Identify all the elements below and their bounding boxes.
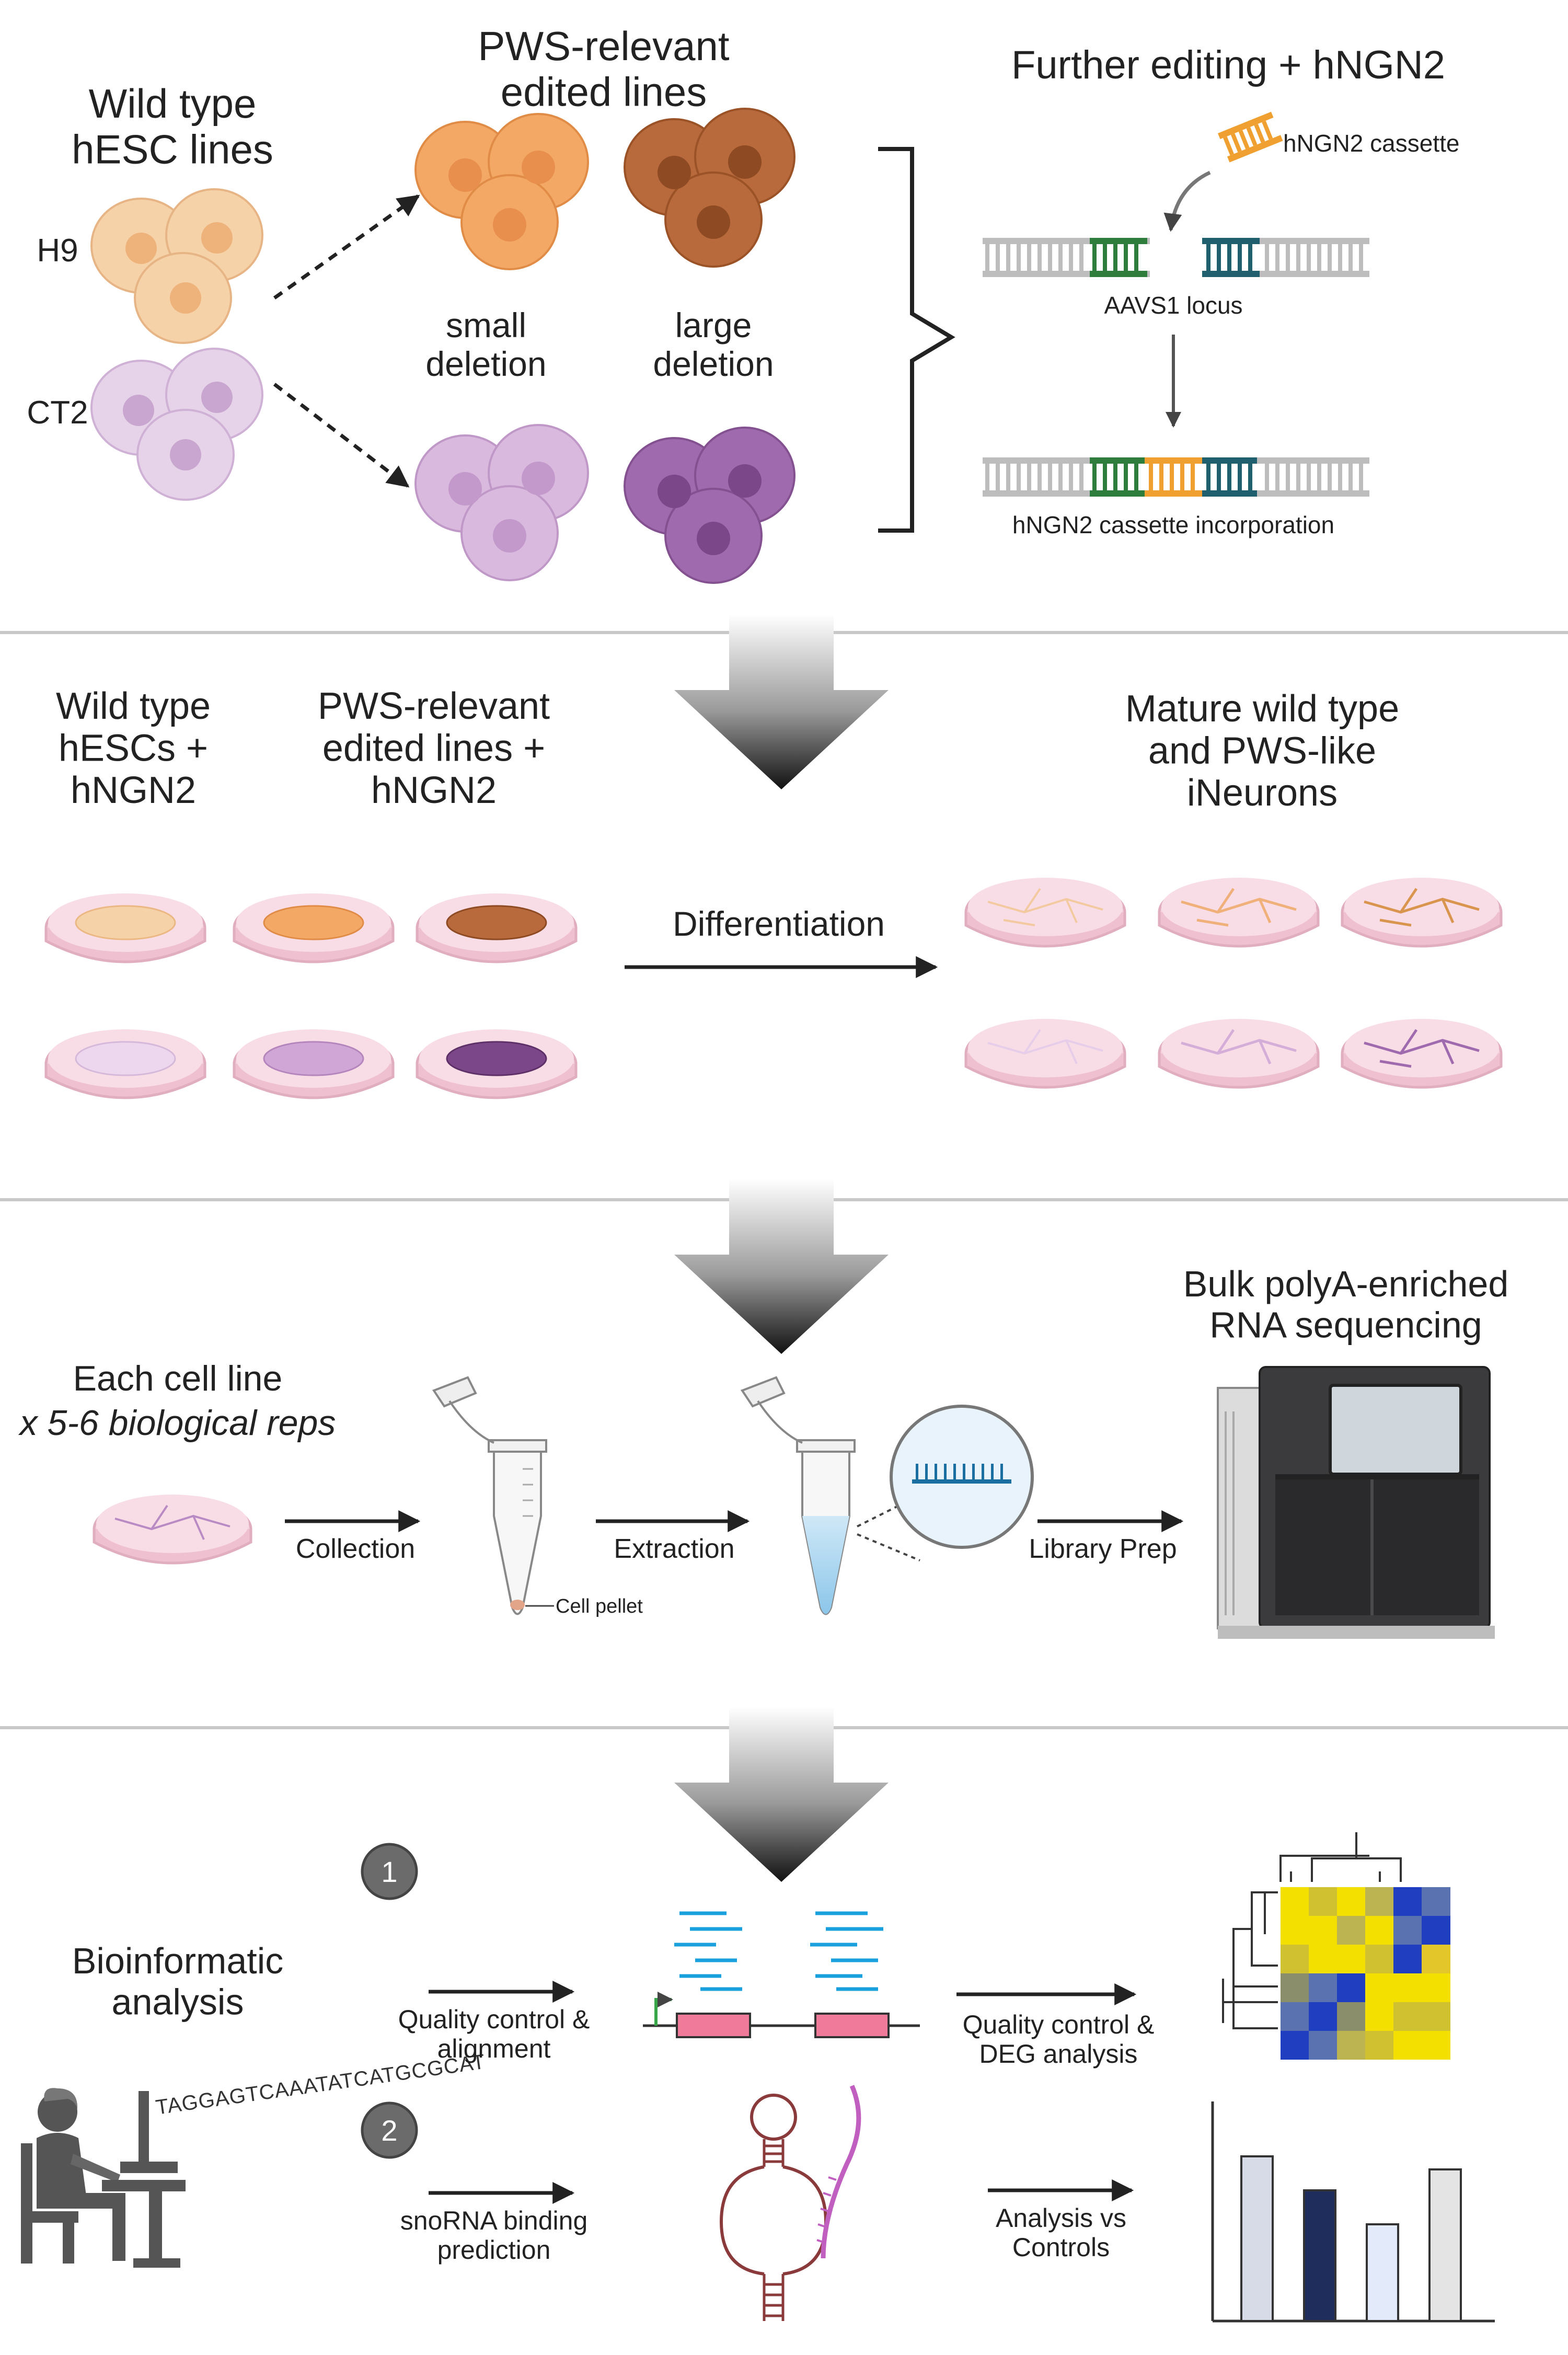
small-deletion-orange-cells (414, 113, 589, 270)
cassette-incorporation-label: hNGN2 cassette incorporation (1012, 511, 1334, 538)
collection-label: Collection (296, 1534, 415, 1564)
panel-4-bioinformatics: Bioinformatic analysis TAGGAGTCAAATATCATG… (21, 1832, 1495, 2323)
zoom-line-bottom (857, 1533, 920, 1561)
rna-zoom-circle (890, 1405, 1034, 1549)
further-editing-title: Further editing + hNGN2 (1011, 43, 1445, 87)
h9-label: H9 (37, 233, 78, 269)
panel-2-differentiation: Wild type hESCs + hNGN2 PWS-relevant edited… (44, 685, 1503, 1099)
small-deletion-label: small deletion (425, 306, 546, 383)
edited-lines-title: PWS-relevant edited lines (478, 23, 729, 114)
cassette-label: hNGN2 cassette (1283, 130, 1459, 157)
differentiation-label: Differentiation (673, 904, 885, 943)
read-alignment-icon (643, 1911, 920, 2038)
step-1-number: 1 (381, 1855, 397, 1888)
small-deletion-lilac-cells (414, 424, 589, 581)
tube-extraction (740, 1376, 856, 1615)
aavs1-locus-label: AAVS1 locus (1104, 292, 1242, 319)
person-at-computer-icon (21, 2088, 186, 2268)
dish-neuron-small-orange (1158, 878, 1320, 948)
large-deletion-purple-cells (624, 427, 795, 584)
hngn2-cassette-icon (1218, 111, 1283, 163)
large-deletion-brown-cells (624, 108, 795, 268)
dish-wt-h9 (44, 893, 206, 963)
snorna-label: snoRNA binding prediction (400, 2206, 588, 2265)
dish-neuron-small-lilac (1158, 1019, 1320, 1089)
flow-arrow-1 (674, 614, 889, 789)
flow-arrow-3 (674, 1707, 889, 1882)
each-cell-line-label: Each cell line (73, 1359, 283, 1398)
dish-small-orange (233, 893, 395, 963)
dish-small-lilac (233, 1029, 395, 1099)
biological-reps-label: x 5-6 biological reps (18, 1403, 336, 1443)
qc-alignment-label: Quality control & alignment (398, 2005, 590, 2063)
sequencer-machine-icon (1217, 1366, 1495, 1639)
bar-chart-icon (1211, 2101, 1495, 2323)
step-2-badge: 2 (361, 2101, 418, 2159)
dashed-arrow-down (273, 383, 410, 488)
dish-neuron-large-brown (1341, 878, 1503, 948)
zoom-line-top (857, 1504, 900, 1527)
wt-hnGN2-title: Wild type hESCs + hNGN2 (56, 685, 211, 811)
snorna-structure-icon (719, 2085, 861, 2321)
h9-cells (90, 188, 263, 344)
mature-ineurons-title: Mature wild type and PWS-like iNeurons (1125, 688, 1399, 814)
qc-deg-label: Quality control & DEG analysis (963, 2010, 1155, 2069)
ct2-cells (90, 348, 263, 501)
library-prep-label: Library Prep (1029, 1534, 1177, 1564)
bioinformatic-analysis-title: Bioinformatic analysis (72, 1940, 284, 2022)
tube-cell-pellet (432, 1376, 547, 1615)
heatmap-icon (1222, 1832, 1450, 2060)
ct2-label: CT2 (27, 395, 88, 431)
curly-brace (878, 147, 955, 533)
step-2-number: 2 (381, 2114, 397, 2147)
panel-1-editing: Wild type hESC lines H9 CT2 PWS-relevant e… (27, 23, 1459, 584)
wild-type-title: Wild type hESC lines (72, 81, 273, 172)
incorporated-dna (983, 457, 1369, 497)
cell-pellet-label: Cell pellet (556, 1595, 643, 1617)
bulk-sequencing-title: Bulk polyA-enriched RNA sequencing (1183, 1263, 1509, 1345)
edited-hngn2-title: PWS-relevant edited lines + hNGN2 (318, 685, 550, 811)
large-deletion-label: large deletion (653, 306, 774, 383)
dish-wt-ct2 (44, 1029, 206, 1099)
dish-sample (93, 1495, 252, 1565)
dish-large-brown (416, 893, 578, 963)
dish-neuron-large-purple (1341, 1019, 1503, 1089)
flow-arrow-2 (674, 1179, 889, 1354)
step-1-badge: 1 (361, 1843, 418, 1900)
extraction-label: Extraction (614, 1534, 734, 1564)
cassette-insert-arrow (1163, 170, 1211, 232)
dish-neuron-wt-ct2 (964, 1019, 1126, 1089)
dish-neuron-wt-h9 (964, 878, 1126, 948)
dashed-arrow-up (273, 194, 420, 300)
analysis-controls-label: Analysis vs Controls (996, 2203, 1126, 2262)
aavs1-dna (983, 238, 1369, 277)
dish-large-purple (416, 1029, 578, 1099)
panel-3-sequencing: Each cell line x 5-6 biological reps Col… (18, 1263, 1509, 1639)
